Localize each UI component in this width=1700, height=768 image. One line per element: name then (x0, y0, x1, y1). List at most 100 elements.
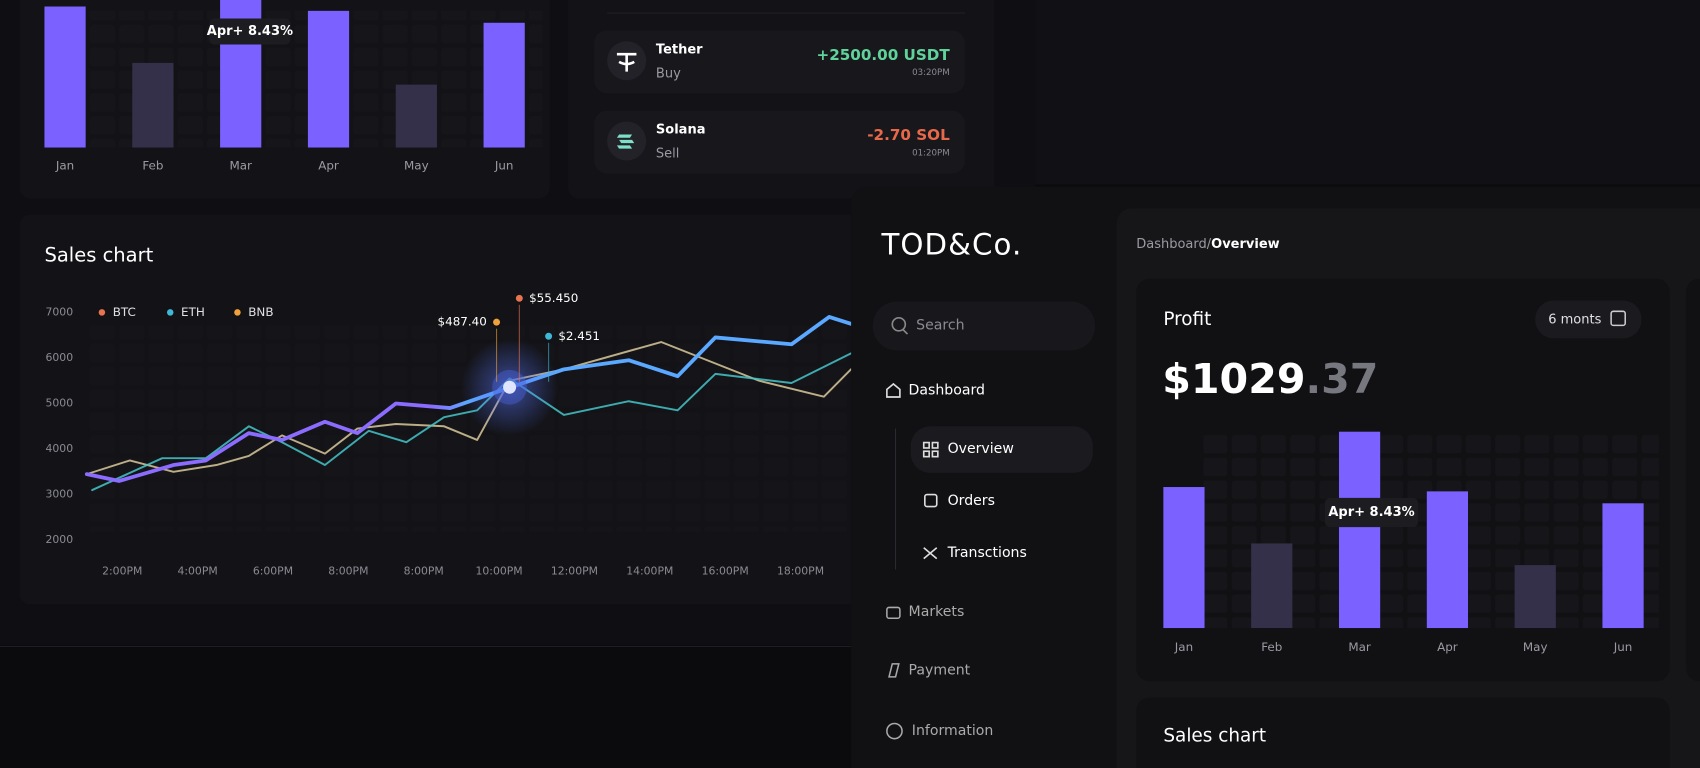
transaction-time: 03:20PM (912, 68, 950, 78)
profit-amount: $1029.37 (1162, 355, 1378, 403)
legend-label: ETH (181, 305, 205, 319)
transaction-type: Buy (656, 66, 681, 81)
x-tick-label: 18:00PM (777, 565, 824, 578)
nav-item[interactable]: Payment (909, 662, 971, 678)
coin-name: Solana (656, 123, 706, 138)
x-tick-label: 16:00PM (702, 565, 749, 578)
bar (1338, 431, 1381, 629)
x-tick-label: Jan (1174, 640, 1193, 654)
x-tick-label: Jun (1613, 640, 1633, 654)
breadcrumb-part[interactable]: Dashboard (1136, 237, 1207, 252)
x-tick-label: May (404, 158, 429, 172)
x-tick-label: 12:00PM (551, 565, 598, 578)
y-tick-label: 3000 (46, 488, 74, 501)
y-tick-label: 7000 (46, 305, 74, 318)
icon-payment (888, 663, 900, 678)
bar (483, 22, 525, 148)
icon-orders (924, 493, 938, 508)
y-tick-label: 6000 (46, 351, 74, 364)
search-icon (891, 317, 907, 332)
breadcrumb: Dashboard/Overview (1136, 237, 1279, 252)
x-tick-label: 4:00PM (178, 565, 218, 578)
x-tick-label: Apr (1437, 640, 1458, 654)
x-tick-label: Feb (142, 158, 163, 172)
icon-markets (886, 606, 901, 620)
transaction-type: Sell (656, 147, 679, 162)
nav-item[interactable]: Information (912, 723, 993, 739)
annotation-label: $2.451 (558, 329, 600, 343)
transaction-time: 01:20PM (912, 148, 950, 158)
transaction-amount: -2.70 SOL (867, 126, 950, 144)
search-placeholder[interactable]: Search (916, 317, 964, 333)
period-label[interactable]: 6 monts (1548, 312, 1601, 327)
bar (395, 84, 437, 148)
nav-active[interactable] (910, 426, 1093, 473)
icon-transactions (923, 547, 938, 560)
transaction-row[interactable] (594, 110, 965, 174)
legend-label: BTC (113, 305, 136, 319)
icon-dashboard (886, 382, 901, 398)
card-title: Sales chart (1163, 726, 1266, 747)
series-line (85, 341, 852, 476)
annotation-label: $55.450 (529, 291, 578, 305)
transaction-row[interactable] (594, 30, 965, 94)
bar (1602, 503, 1644, 629)
tooltip-label: Apr+ 8.43% (207, 24, 293, 39)
x-tick-label: Apr (318, 158, 339, 172)
amount-cents: .37 (1306, 355, 1379, 403)
bar (1163, 487, 1205, 629)
x-tick-label: Jan (55, 158, 74, 172)
solana-glyph (616, 134, 635, 149)
legend-label: BNB (248, 305, 273, 319)
x-tick-label: 2:00PM (102, 565, 142, 578)
nav-item[interactable]: Transctions (947, 545, 1027, 561)
bar (44, 6, 86, 148)
y-tick-label: 4000 (46, 442, 74, 455)
bar (1514, 565, 1556, 629)
tether-glyph (616, 52, 637, 72)
chart-bg (86, 325, 857, 532)
x-tick-label: May (1523, 640, 1548, 654)
search-icon (902, 329, 909, 335)
x-tick-label: 8:00PM (328, 565, 368, 578)
y-tick-label: 5000 (46, 397, 74, 410)
y-tick-label: 2000 (46, 533, 74, 546)
logo: TOD&Co. (880, 228, 1022, 262)
x-tick-label: 8:00PM (404, 565, 444, 578)
sales-card (1136, 697, 1670, 768)
bar (1251, 543, 1293, 629)
bar (132, 62, 174, 148)
legend-swatch (98, 309, 106, 316)
calendar-icon (1610, 310, 1626, 327)
annotation-dot (515, 294, 523, 302)
x-tick-label: Feb (1261, 640, 1282, 654)
icon-overview (922, 441, 939, 458)
x-tick-label: 14:00PM (626, 565, 673, 578)
chart-title: Sales chart (44, 243, 153, 266)
tooltip (209, 18, 291, 45)
tooltip (1324, 497, 1419, 528)
bar (307, 10, 350, 148)
card-edge (1685, 278, 1700, 682)
annotation-dot (493, 318, 501, 326)
tooltip-label: Apr+ 8.43% (1328, 505, 1414, 520)
nav-item[interactable]: Dashboard (909, 382, 985, 398)
x-tick-label: Mar (229, 158, 252, 172)
transaction-amount: +2500.00 USDT (816, 46, 950, 64)
nav-item[interactable]: Markets (909, 604, 965, 620)
period-picker[interactable] (1535, 300, 1642, 339)
breadcrumb-part: Overview (1211, 237, 1279, 252)
icon-information (886, 722, 903, 740)
x-tick-label: Jun (494, 158, 514, 172)
annotation-label: $487.40 (438, 315, 487, 329)
amount-whole: $1029 (1162, 355, 1305, 403)
coin-name: Tether (656, 42, 703, 57)
card-title: Profit (1163, 309, 1211, 330)
nav-item[interactable]: Orders (948, 493, 995, 509)
nav-item[interactable]: Overview (948, 441, 1014, 457)
search-box[interactable] (872, 301, 1096, 351)
legend-swatch (166, 309, 174, 316)
x-tick-label: Mar (1348, 640, 1371, 654)
